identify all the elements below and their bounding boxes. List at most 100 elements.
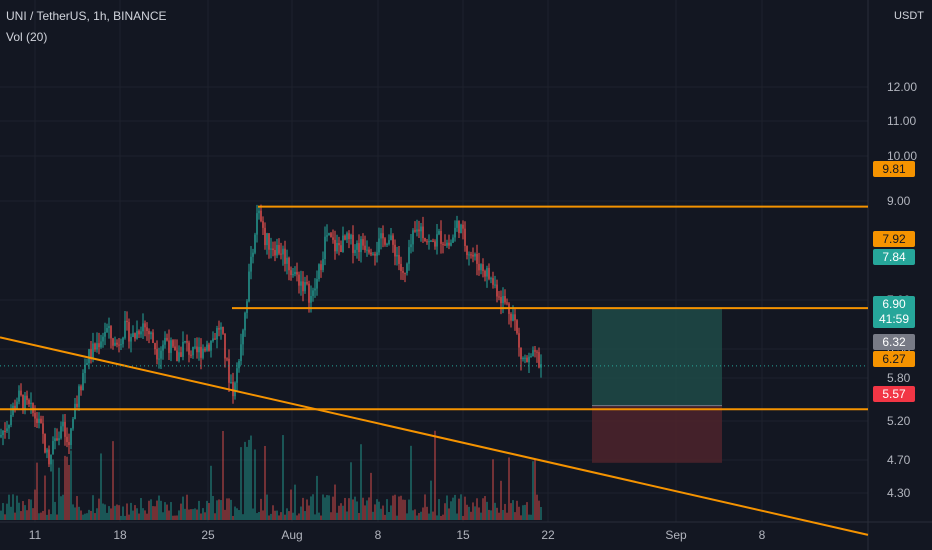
candle-body [410, 244, 412, 248]
candle-body [506, 302, 508, 304]
candle-body [252, 252, 254, 257]
candle-body [150, 332, 152, 335]
volume-bar [476, 498, 478, 520]
candle-body [450, 242, 452, 246]
volume-bar [178, 510, 180, 520]
candle-body [54, 438, 56, 442]
volume-bar [92, 495, 94, 520]
candle-body [258, 210, 260, 214]
volume-bar [454, 494, 456, 520]
volume-bar [422, 507, 424, 520]
candle-body [30, 402, 32, 405]
price-tick-label: 10.00 [887, 149, 917, 163]
candle-body [84, 364, 86, 374]
candle-body [532, 350, 534, 357]
candle-body [294, 271, 296, 275]
volume-bar [50, 514, 52, 520]
volume-bar [262, 510, 264, 520]
profit-zone [592, 308, 722, 406]
candle-body [228, 358, 230, 383]
volume-bar [386, 499, 388, 520]
candle-body [414, 230, 416, 232]
volume-bar [202, 508, 204, 520]
candle-body [454, 227, 456, 238]
candle-body [444, 244, 446, 246]
volume-bar [186, 494, 188, 520]
volume-bar [102, 503, 104, 520]
volume-bar [88, 509, 90, 520]
candle-body [346, 233, 348, 240]
candle-body [100, 341, 102, 348]
volume-bar [106, 512, 108, 520]
volume-bar [300, 506, 302, 520]
price-tag-support: 6.27 [873, 351, 915, 367]
candle-body [8, 424, 10, 429]
volume-bar [236, 508, 238, 520]
volume-bar [370, 472, 372, 520]
candle-body [164, 337, 166, 345]
volume-bar [334, 484, 336, 520]
candle-body [340, 245, 342, 253]
volume-bar [404, 499, 406, 520]
candle-body [352, 234, 354, 253]
candle-body [362, 239, 364, 246]
price-tick-label: 5.80 [887, 371, 911, 385]
candle-body [284, 248, 286, 264]
candle-body [186, 341, 188, 343]
volume-bar [130, 502, 132, 520]
volume-bar [154, 506, 156, 520]
candle-body [480, 264, 482, 271]
volume-bar [438, 499, 440, 520]
candle-body [376, 252, 378, 256]
candle-body [160, 350, 162, 359]
candle-body [178, 352, 180, 362]
volume-bar [414, 509, 416, 520]
candle-body [232, 381, 234, 397]
volume-bar [264, 445, 266, 520]
level-lines [0, 205, 869, 536]
volume-bar [54, 501, 56, 520]
symbol-title[interactable]: UNI / TetherUS, 1h, BINANCE [6, 9, 167, 23]
volume-bar [436, 515, 438, 520]
candle-body [490, 278, 492, 280]
volume-bar [350, 462, 352, 520]
candle-body [108, 326, 110, 329]
candle-body [270, 248, 272, 250]
volume-bar [530, 514, 532, 520]
volume-bar [204, 512, 206, 520]
candle-body [180, 352, 182, 357]
candle-body [274, 250, 276, 256]
candle-body [364, 245, 366, 251]
volume-bar [192, 509, 194, 520]
candle-body [466, 245, 468, 256]
volume-bar [208, 503, 210, 520]
volume-bar [400, 495, 402, 520]
volume-bar [502, 509, 504, 520]
volume-bar [518, 506, 520, 520]
volume-bar [406, 513, 408, 520]
candle-body [388, 240, 390, 244]
volume-bar [310, 496, 312, 520]
volume-bar [520, 515, 522, 520]
volume-bar [38, 513, 40, 520]
volume-indicator-label[interactable]: Vol (20) [6, 30, 48, 44]
candle-body [254, 234, 256, 253]
candle-body [200, 346, 202, 358]
time-tick-label: 8 [759, 528, 766, 542]
candle-body [106, 328, 108, 332]
volume-bar [372, 511, 374, 520]
price-scale-unit[interactable]: USDT [894, 10, 924, 22]
volume-bar [98, 498, 100, 520]
candle-body [204, 348, 206, 351]
volume-bar [120, 515, 122, 520]
volume-bar [182, 496, 184, 520]
volume-bar [474, 506, 476, 520]
candle-body [6, 428, 8, 432]
volume-bar [360, 444, 362, 520]
candle-body [62, 421, 64, 427]
volume-bar [94, 513, 96, 520]
candle-body [0, 435, 2, 437]
candle-body [230, 381, 232, 383]
